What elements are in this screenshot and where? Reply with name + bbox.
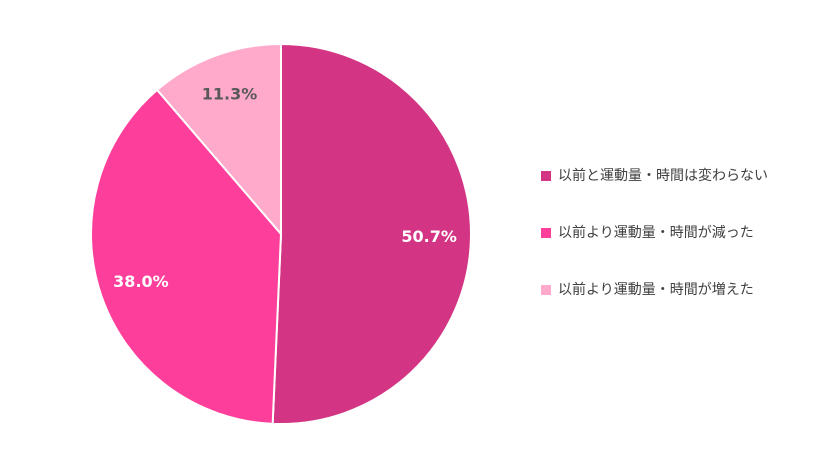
- legend-label: 以前と運動量・時間は変わらない: [558, 167, 768, 184]
- value-label: 38.0%: [113, 272, 169, 291]
- pie-slice: [90, 88, 283, 425]
- legend-swatch: [541, 228, 551, 238]
- legend-label: 以前より運動量・時間が減った: [558, 224, 754, 241]
- legend-swatch: [541, 285, 551, 295]
- value-label: 50.7%: [401, 227, 457, 246]
- legend-label: 以前より運動量・時間が増えた: [558, 281, 754, 298]
- legend-swatch: [541, 171, 551, 181]
- value-label: 11.3%: [202, 85, 258, 104]
- pie-slice: [271, 42, 472, 425]
- pie-slice: [155, 42, 282, 237]
